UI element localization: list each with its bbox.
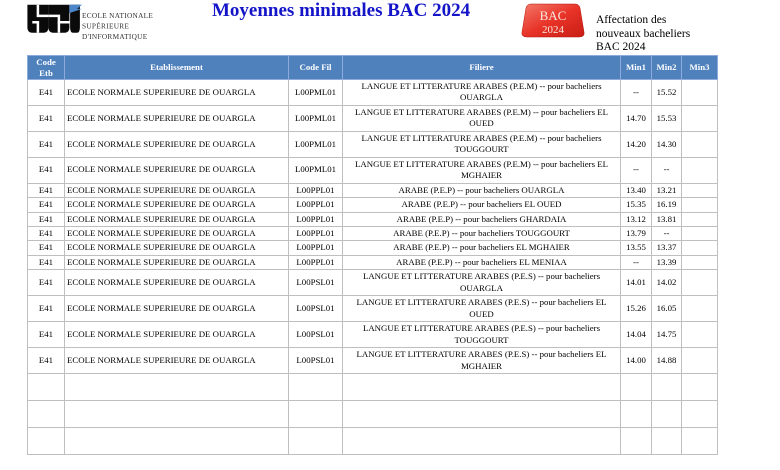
svg-text:D'INFORMATIQUE: D'INFORMATIQUE (82, 32, 148, 41)
svg-text:SUPÉRIEURE: SUPÉRIEURE (82, 21, 129, 31)
svg-text:ECOLE NATIONALE: ECOLE NATIONALE (82, 11, 153, 20)
svg-text:2024: 2024 (542, 24, 565, 36)
svg-text:BAC: BAC (540, 8, 567, 23)
